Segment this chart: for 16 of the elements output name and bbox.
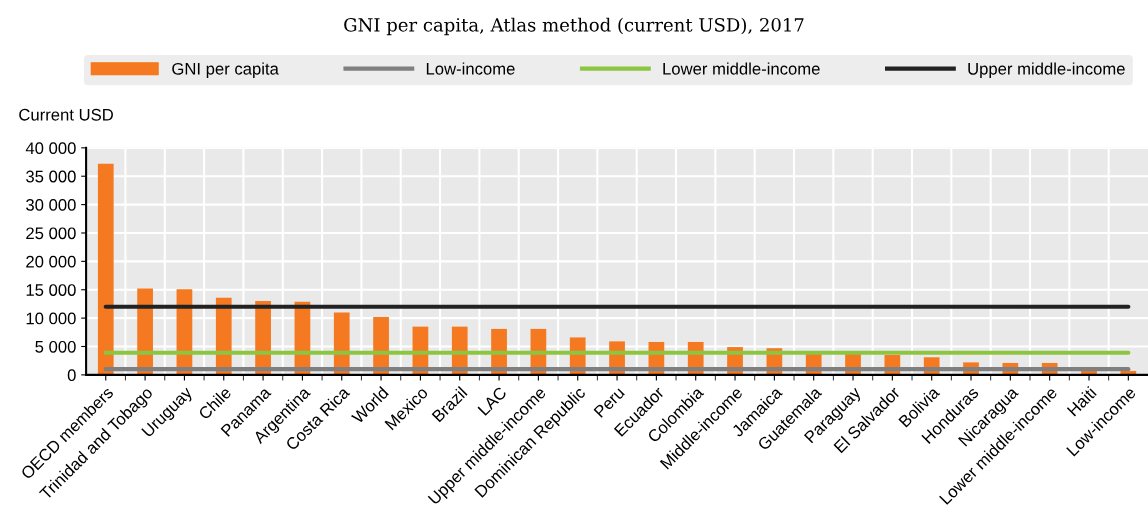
legend-label: Lower middle-income xyxy=(663,62,820,75)
y-tick-label: 30 000 xyxy=(26,199,76,211)
bar xyxy=(97,163,114,375)
y-tick-label: 10 000 xyxy=(26,312,76,325)
y-tick-label: 40 000 xyxy=(25,142,76,155)
y-tick-label: 0 xyxy=(67,369,76,382)
y-axis-title: Current USD xyxy=(19,108,113,121)
chart-subtitle: GNI per capita, Atlas method (current USD), 2017 xyxy=(344,17,804,36)
y-tick-label: 35 000 xyxy=(26,170,76,183)
legend-label: Low-income xyxy=(426,62,515,75)
legend-label: Upper middle-income xyxy=(968,62,1125,78)
y-tick-label: 5 000 xyxy=(35,340,76,353)
legend-label: GNI per capita xyxy=(172,62,279,78)
y-tick-label: 25 000 xyxy=(26,227,76,240)
y-tick-label: 15 000 xyxy=(26,284,76,296)
y-tick-label: 20 000 xyxy=(26,255,76,268)
